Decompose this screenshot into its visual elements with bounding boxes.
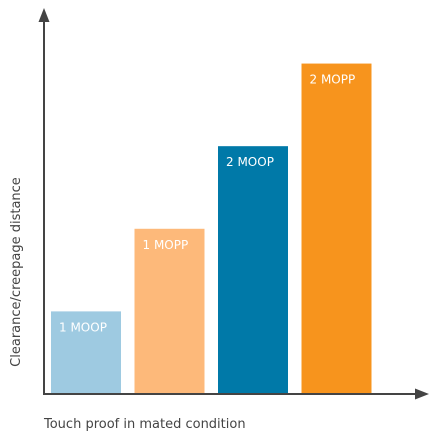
bar-label-2-moop: 2 MOOP: [226, 155, 274, 169]
bar-2-mopp: [301, 63, 372, 394]
bar-label-2-mopp: 2 MOPP: [310, 73, 356, 87]
bar-1-mopp: [134, 228, 205, 394]
y-axis-arrow-icon: [38, 8, 50, 22]
bar-2-moop: [218, 146, 288, 394]
bars-group: [51, 63, 372, 394]
bar-1-moop: [51, 311, 121, 394]
x-axis-arrow-icon: [415, 388, 429, 400]
x-axis-title: Touch proof in mated condition: [43, 417, 246, 432]
y-axis-title: Clearance/creepage distance: [9, 177, 24, 367]
bar-labels-group: 1 MOOP 1 MOPP 2 MOOP 2 MOPP: [59, 73, 355, 335]
bar-label-1-moop: 1 MOOP: [59, 320, 107, 334]
bar-label-1-mopp: 1 MOPP: [143, 238, 189, 252]
